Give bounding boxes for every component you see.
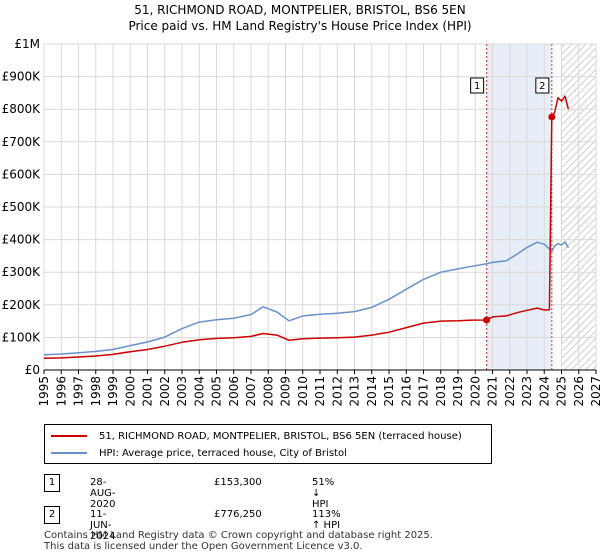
x-tick-label: 2004 bbox=[192, 376, 206, 407]
sale-date: 28-AUG-2020 bbox=[90, 477, 116, 510]
y-tick-label: £300K bbox=[2, 265, 42, 279]
y-tick-label: £1M bbox=[14, 37, 40, 51]
x-tick-label: 1997 bbox=[72, 376, 86, 407]
x-tick-label: 2013 bbox=[348, 376, 362, 407]
y-tick-label: £400K bbox=[2, 233, 42, 247]
sale-point bbox=[548, 113, 556, 121]
x-tick-label: 2018 bbox=[434, 376, 448, 407]
legend-label-hpi: HPI: Average price, terraced house, City… bbox=[99, 447, 347, 459]
legend-swatch-property bbox=[51, 435, 87, 437]
x-tick-label: 2007 bbox=[244, 376, 258, 407]
x-tick-label: 2008 bbox=[261, 376, 275, 407]
x-tick-label: 1999 bbox=[106, 376, 120, 407]
x-tick-label: 2016 bbox=[399, 376, 413, 407]
x-tick-label: 2001 bbox=[141, 376, 155, 407]
y-tick-label: £100K bbox=[2, 330, 42, 344]
x-tick-label: 2003 bbox=[175, 376, 189, 407]
y-tick-label: £700K bbox=[2, 135, 42, 149]
sale-number-badge: 2 bbox=[44, 506, 60, 524]
footer-copyright: Contains HM Land Registry data © Crown c… bbox=[44, 530, 433, 541]
x-tick-label: 2009 bbox=[279, 376, 293, 407]
x-tick-label: 2026 bbox=[572, 376, 586, 407]
x-tick-label: 2017 bbox=[417, 376, 431, 407]
footer-credits: Contains HM Land Registry data © Crown c… bbox=[44, 530, 433, 552]
sale-date: 11-JUN-2024 bbox=[90, 509, 116, 542]
y-tick-label: £500K bbox=[2, 200, 42, 214]
x-tick-label: 1996 bbox=[54, 376, 68, 407]
y-tick-label: £600K bbox=[2, 167, 42, 181]
x-tick-label: 2023 bbox=[520, 376, 534, 407]
x-tick-label: 2025 bbox=[555, 376, 569, 407]
x-tick-label: 2011 bbox=[313, 376, 327, 407]
chart-title-address: 51, RICHMOND ROAD, MONTPELIER, BRISTOL, … bbox=[134, 3, 466, 17]
x-tick-label: 2005 bbox=[210, 376, 224, 407]
sale-price: £776,250 bbox=[214, 509, 262, 520]
legend-item-property: 51, RICHMOND ROAD, MONTPELIER, BRISTOL, … bbox=[51, 428, 462, 444]
chart-title-subtitle: Price paid vs. HM Land Registry's House … bbox=[128, 19, 472, 33]
series-line-hpi bbox=[43, 241, 570, 356]
sale-hpi-change: 113% ↑ HPI bbox=[312, 509, 341, 531]
sale-price: £153,300 bbox=[214, 477, 262, 488]
x-tick-label: 1998 bbox=[89, 376, 103, 407]
sale-label-box bbox=[535, 77, 550, 94]
x-tick-label: 2012 bbox=[330, 376, 344, 407]
x-tick-label: 2014 bbox=[365, 376, 379, 407]
y-tick-label: £900K bbox=[2, 70, 42, 84]
footer-licence: This data is licensed under the Open Gov… bbox=[44, 541, 363, 552]
x-tick-label: 2022 bbox=[503, 376, 517, 407]
y-tick-label: £800K bbox=[2, 102, 42, 116]
x-tick-label: 2015 bbox=[382, 376, 396, 407]
x-tick-label: 2021 bbox=[486, 376, 500, 407]
y-tick-label: £0 bbox=[25, 363, 40, 377]
x-tick-label: 2019 bbox=[451, 376, 465, 407]
series-line-property bbox=[43, 95, 570, 360]
x-tick-label: 2010 bbox=[296, 376, 310, 407]
sale-number-badge: 1 bbox=[44, 474, 60, 492]
sale-label-number: 1 bbox=[474, 81, 480, 92]
x-tick-label: 2020 bbox=[468, 376, 482, 407]
legend-item-hpi: HPI: Average price, terraced house, City… bbox=[51, 445, 347, 461]
x-tick-label: 2027 bbox=[589, 376, 600, 407]
legend-label-property: 51, RICHMOND ROAD, MONTPELIER, BRISTOL, … bbox=[99, 430, 462, 442]
x-tick-label: 2006 bbox=[227, 376, 241, 407]
x-tick-label: 2002 bbox=[158, 376, 172, 407]
legend: 51, RICHMOND ROAD, MONTPELIER, BRISTOL, … bbox=[44, 424, 492, 464]
sale-label-number: 2 bbox=[539, 81, 545, 92]
legend-swatch-hpi bbox=[51, 452, 87, 454]
x-tick-label: 2024 bbox=[537, 376, 551, 407]
x-tick-label: 1995 bbox=[37, 376, 51, 407]
sale-point bbox=[483, 316, 491, 324]
sale-hpi-change: 51% ↓ HPI bbox=[312, 477, 335, 510]
price-chart: 1 2 £0 £100K £200K £300K £400K £500K £600K £700K… bbox=[2, 37, 600, 407]
x-tick-label: 2000 bbox=[123, 376, 137, 407]
sale-label-box bbox=[470, 77, 485, 94]
y-tick-label: £200K bbox=[2, 298, 42, 312]
